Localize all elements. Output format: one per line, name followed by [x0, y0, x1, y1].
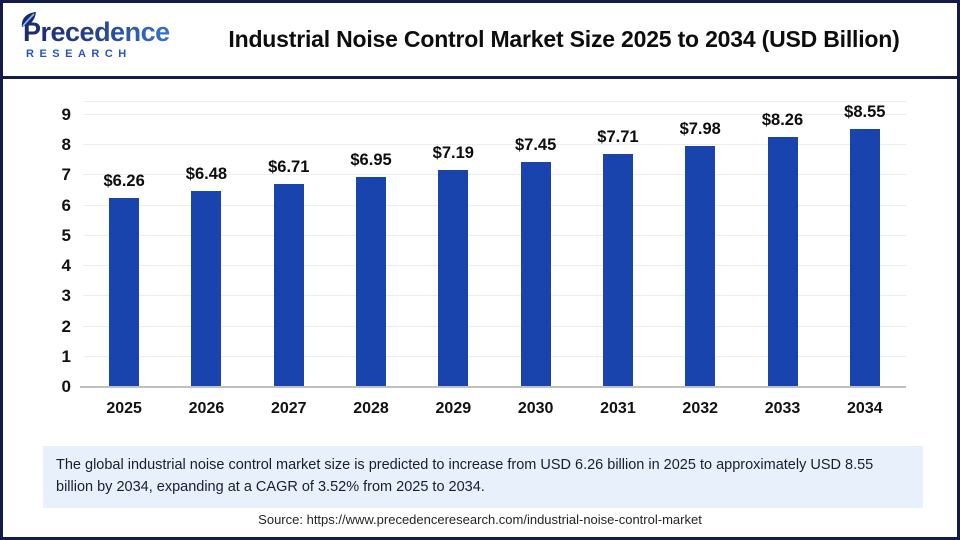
bar-chart: 0 1 2 3 4 5 6 7 8 9 $6.26 $6.48 $6.71 $6.95 $7.19 $7.4…: [3, 82, 957, 443]
x-axis-label: 2027: [270, 400, 307, 417]
bar-2027: [273, 184, 304, 387]
bar-value-label: $7.71: [597, 128, 639, 146]
y-axis-tick-label: 2: [61, 316, 71, 336]
bar-value-label: $6.71: [268, 158, 310, 177]
bar-slot: $7.19: [412, 102, 494, 387]
x-axis-label: 2026: [188, 400, 225, 417]
gridline: [83, 295, 906, 297]
bar-value-label: $7.45: [514, 135, 557, 154]
y-axis-tick-label: 8: [61, 135, 71, 155]
gridline: [83, 114, 906, 115]
y-axis-tick-label: 5: [61, 225, 71, 245]
header: Precedence RESEARCH Industrial Noise Con…: [3, 3, 957, 79]
y-axis-tick-label: 7: [61, 165, 71, 185]
x-axis-label: 2033: [764, 400, 801, 417]
bar-slot: $7.45: [494, 102, 576, 387]
x-axis-label: 2029: [435, 400, 472, 417]
x-axis-label: 2030: [517, 400, 554, 417]
logo-subtitle: RESEARCH: [26, 48, 132, 60]
y-axis-tick-label: 4: [61, 256, 71, 276]
bar-slot: $6.26: [83, 102, 165, 387]
x-axis-label: 2034: [847, 400, 883, 417]
bar-value-label: $7.19: [432, 143, 474, 162]
bar-2034: [849, 128, 880, 387]
x-axis-label: 2032: [682, 400, 719, 417]
bar-slot: $8.26: [741, 102, 823, 387]
gridline: [83, 325, 906, 327]
summary-note: The global industrial noise control mark…: [43, 446, 923, 508]
bar-slot: $7.71: [577, 102, 659, 387]
gridline: [83, 174, 906, 176]
bar-slot: $8.55: [824, 102, 906, 387]
logo-wordmark: Precedence: [23, 19, 181, 46]
bars-container: $6.26 $6.48 $6.71 $6.95 $7.19 $7.45 $7.71 $7.98…: [83, 102, 906, 387]
bar-value-label: $8.55: [844, 102, 886, 121]
plot-area: 0 1 2 3 4 5 6 7 8 9 $6.26 $6.48 $6.71 $6.95 $7.19 $7.4…: [62, 101, 906, 395]
bar-value-label: $8.26: [761, 111, 804, 130]
y-axis-tick-label: 3: [61, 286, 71, 306]
y-axis-tick-label: 1: [61, 346, 71, 366]
y-axis-tick-label: 0: [61, 377, 71, 396]
precedence-research-logo: Precedence RESEARCH: [21, 12, 181, 60]
bar-value-label: $6.26: [103, 171, 145, 190]
bar-value-label: $6.48: [185, 165, 228, 184]
page-title: Industrial Noise Control Market Size 202…: [228, 26, 900, 52]
bar-2031: [602, 154, 633, 387]
bar-2028: [356, 176, 387, 387]
x-axis-baseline: [80, 386, 906, 388]
x-axis-labels: 2025 2026 2027 2028 2029 2030 2031 2032 2033 2034: [83, 400, 906, 418]
bar-2026: [191, 191, 222, 387]
gridline: [83, 144, 906, 146]
bar-value-label: $7.98: [679, 119, 721, 138]
bar-2032: [685, 145, 716, 387]
gridline: [83, 355, 906, 357]
bar-slot: $7.98: [659, 102, 741, 387]
bar-2033: [767, 137, 798, 387]
bar-2025: [109, 197, 140, 387]
source-attribution: Source: https://www.precedenceresearch.c…: [258, 512, 702, 527]
bar-slot: $6.71: [248, 102, 330, 387]
leaf-icon: [20, 11, 38, 34]
gridline: [83, 265, 906, 267]
y-axis-tick-label: 9: [61, 105, 71, 124]
bar-2029: [438, 169, 469, 387]
bar-2030: [520, 161, 551, 387]
bar-slot: $6.48: [165, 102, 247, 387]
gridline: [83, 204, 906, 206]
x-axis-label: 2028: [353, 400, 389, 417]
x-axis-label: 2025: [106, 400, 142, 417]
x-axis-label: 2031: [600, 400, 636, 417]
y-axis-tick-label: 6: [61, 195, 71, 215]
bar-slot: $6.95: [330, 102, 412, 387]
bar-value-label: $6.95: [350, 150, 392, 169]
gridline: [83, 234, 906, 236]
